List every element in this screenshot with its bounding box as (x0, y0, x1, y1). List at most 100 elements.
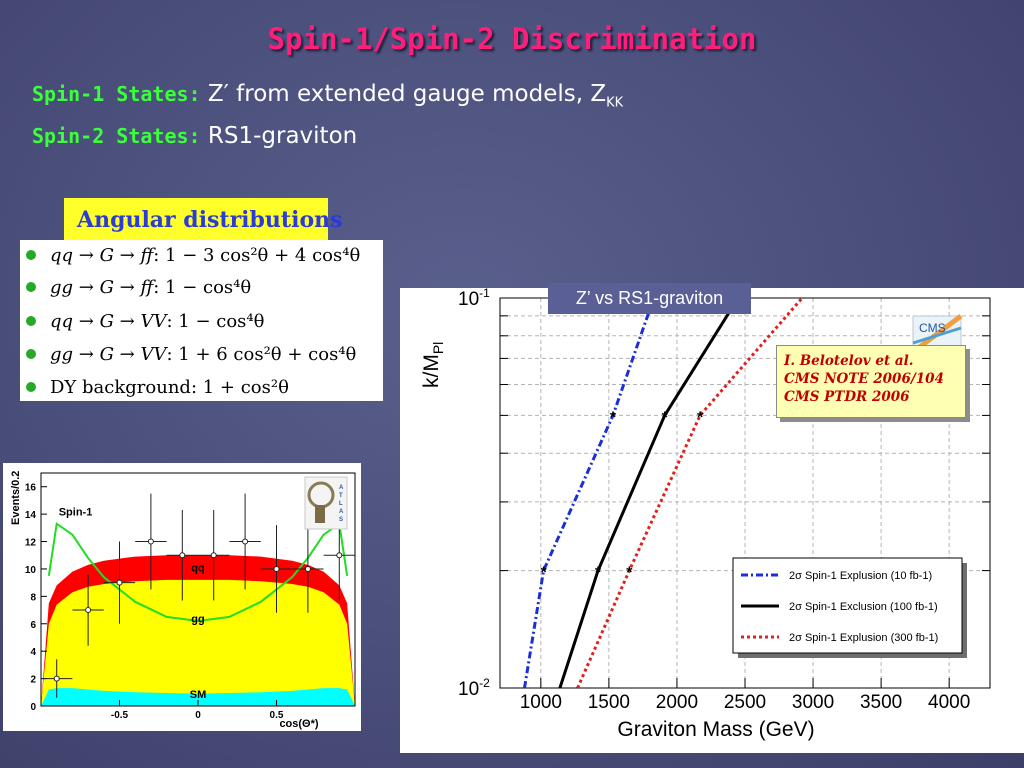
reference-line-2: CMS NOTE 2006/104 (784, 371, 944, 387)
legend-entry: 2σ Spin-1 Explusion (300 fb-1) (789, 632, 938, 644)
spin1-curve (47, 521, 349, 623)
data-point (198, 510, 230, 601)
cms-legend: 2σ Spin-1 Explusion (10 fb-1) 2σ Spin-1 E… (732, 557, 967, 658)
formulas-panel: qq → G → ff: 1 − 3 cos²θ + 4 cos⁴θ gg → … (20, 240, 383, 401)
spin1-line: Spin-1 States: Z′ from extended gauge mo… (32, 78, 623, 120)
series-line (523, 298, 656, 688)
y-tick-label: 6 (30, 620, 36, 631)
data-marker (304, 565, 311, 572)
svg-text:A: A (339, 509, 344, 515)
spin1-label: Spin-1 States: (32, 82, 201, 106)
formula-lhs: gg → G → ff (50, 276, 154, 298)
y-tick-label: 2 (30, 675, 36, 686)
series-group: ** (576, 298, 804, 688)
legend-entry: 2σ Spin-1 Explusion (10 fb-1) (789, 570, 932, 582)
y-tick-label: 10-2 (458, 676, 490, 700)
bullet-icon (26, 382, 36, 392)
svg-text:CMS: CMS (919, 321, 946, 335)
x-tick-label: 4000 (928, 692, 970, 713)
graph-tab-label: Z’ vs RS1-graviton (548, 283, 751, 314)
y-axis-label: Events/0.2 (10, 471, 22, 525)
formula-lhs: qq → G → ff (50, 244, 154, 266)
y-tick-label: 10-1 (458, 288, 490, 310)
spin2-line: Spin-2 States: RS1-graviton (32, 120, 623, 153)
y-tick-label: 10 (25, 565, 37, 576)
formula-row: qq → G → ff: 1 − 3 cos²θ + 4 cos⁴θ (26, 242, 360, 268)
series-line (558, 298, 740, 688)
x-axis-label: Graviton Mass (GeV) (617, 718, 814, 741)
data-marker (53, 675, 60, 682)
series-marker: * (595, 565, 602, 582)
svg-text:A: A (339, 485, 344, 491)
formula-row: qq → G → VV: 1 − cos⁴θ (26, 308, 264, 334)
x-axis-label: cos(Θ*) (279, 718, 318, 730)
formula-row: DY background: 1 + cos²θ (26, 374, 289, 400)
formula-lhs: gg → G → VV (50, 343, 167, 365)
data-point (72, 574, 104, 646)
svg-text:L: L (339, 501, 343, 507)
y-axis-label: k/MPl (420, 342, 446, 388)
y-tick-label: 4 (30, 647, 36, 658)
series-group: ** (558, 298, 740, 688)
formula-lhs: qq → G → VV (50, 310, 167, 332)
data-marker (210, 552, 217, 559)
x-tick-label: 2500 (724, 692, 766, 713)
spin2-text: RS1-graviton (207, 122, 358, 149)
spin2-label: Spin-2 States: (32, 123, 201, 148)
svg-text:S: S (339, 517, 343, 523)
x-tick-label: 1500 (588, 692, 630, 713)
series-marker: * (540, 565, 547, 582)
atlas-logo-icon: A T L A S (304, 476, 348, 530)
data-point (260, 525, 293, 613)
formula-rhs: : 1 − 3 cos²θ + 4 cos⁴θ (153, 244, 361, 266)
spin1-text: Z′ from extended gauge models, Z (207, 81, 607, 107)
series-group: ** (523, 298, 656, 688)
chart-annotation: SM (190, 689, 207, 701)
formula-rhs: : 1 − cos⁴θ (166, 310, 265, 332)
data-point (103, 541, 136, 624)
states-block: Spin-1 States: Z′ from extended gauge mo… (32, 78, 623, 153)
bullet-icon (26, 282, 36, 292)
x-tick-label: 0.5 (270, 710, 284, 721)
formula-lhs: DY background (50, 376, 191, 398)
x-tick-label: -0.5 (111, 710, 129, 721)
bullet-icon (26, 349, 36, 359)
y-tick-label: 0 (30, 702, 36, 713)
formula-row: gg → G → VV: 1 + 6 cos²θ + cos⁴θ (26, 341, 356, 367)
formula-rhs: : 1 + cos²θ (190, 376, 289, 398)
reference-line-1: I. Belotelov et al. (784, 353, 914, 369)
series-marker: * (697, 409, 704, 426)
spin1-subscript: KK (606, 95, 624, 111)
data-marker (273, 565, 280, 572)
data-point (41, 659, 73, 698)
series-marker: * (626, 565, 633, 582)
data-point (292, 525, 324, 613)
formula-rhs: : 1 + 6 cos²θ + cos⁴θ (166, 343, 357, 365)
data-marker (147, 538, 154, 545)
x-tick-label: 0 (195, 710, 201, 721)
legend-entry: 2σ Spin-1 Exclusion (100 fb-1) (789, 601, 938, 613)
y-tick-label: 8 (30, 592, 36, 603)
chart-annotation: Spin-1 (59, 506, 93, 518)
bullet-icon (26, 316, 36, 326)
formula-row: gg → G → ff: 1 − cos⁴θ (26, 274, 251, 300)
data-point (229, 493, 261, 590)
reference-line-3: CMS PTDR 2006 (784, 389, 910, 405)
reference-box: I. Belotelov et al. CMS NOTE 2006/104 CM… (776, 345, 966, 418)
slide-title: Spin-1/Spin-2 Discrimination (267, 22, 757, 56)
data-marker (242, 538, 249, 545)
x-tick-label: 2000 (656, 692, 698, 713)
y-tick-label: 14 (25, 510, 37, 521)
data-marker (116, 579, 123, 586)
data-marker (179, 552, 186, 559)
data-point (166, 510, 198, 601)
angular-title: Angular distributions (77, 207, 343, 233)
series-marker: * (662, 409, 669, 426)
series-marker: * (610, 409, 617, 426)
svg-text:T: T (339, 493, 343, 499)
x-tick-label: 3000 (792, 692, 834, 713)
angular-badge (64, 198, 328, 242)
chart-annotation: qq (191, 563, 204, 575)
atlas-chart-panel: 0 2 4 6 8 10 12 14 16 -0.5 0 0.5 cos(Θ*) Events/0.2 S… (3, 463, 361, 731)
